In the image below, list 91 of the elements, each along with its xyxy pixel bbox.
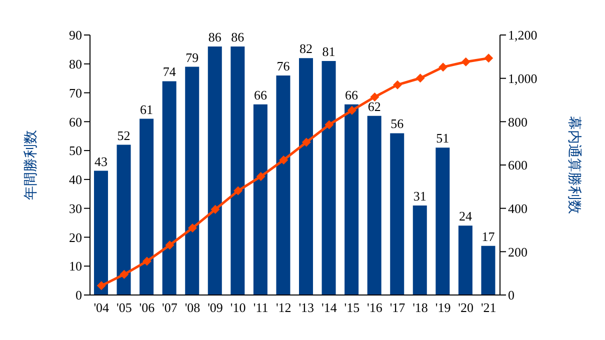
y-tick-label: 0 [76,288,82,303]
point [165,240,174,250]
bar [322,61,336,295]
point [416,74,425,83]
x-tick-label: '05 [116,300,132,316]
y2-tick-label: 600 [508,158,528,173]
point [302,138,311,147]
x-tick-label: '18 [412,300,428,316]
data-label: 76 [276,58,290,74]
data-label: 74 [162,64,176,80]
point [438,62,448,72]
x-tick-label: '04 [94,300,110,316]
x-tick-label: '08 [184,300,200,316]
data-label: 31 [413,188,426,204]
y-tick-label: 30 [69,200,82,216]
bar [253,104,268,295]
x-tick-label: '12 [276,300,292,316]
y-tick-label: 20 [69,230,82,245]
y-tick-label: 70 [69,85,82,100]
data-label: 51 [436,130,450,146]
y-tick-label: 90 [69,28,82,43]
x-tick-label: '19 [435,300,451,316]
y2-tick-label: 200 [508,244,528,260]
point [96,281,106,290]
bar [116,144,131,295]
x-tick-label: '20 [458,300,474,316]
bar [185,66,200,295]
point [142,256,152,266]
bar [299,58,313,295]
x-tick-label: '21 [480,300,496,316]
bar [230,46,245,295]
point [347,106,356,115]
data-label: 17 [482,228,496,244]
x-tick-label: '10 [230,300,246,316]
y-tick-label: 10 [69,258,82,274]
point [484,54,494,63]
point [279,156,288,165]
x-tick-label: '15 [344,300,360,316]
bar [140,118,154,295]
bar [208,46,222,295]
point [188,224,197,233]
data-label: 81 [322,44,336,59]
data-label: 86 [208,30,222,45]
point [461,57,470,66]
point [120,270,129,279]
data-label: 61 [140,102,154,117]
y-tick-label: 80 [69,56,82,72]
bar [344,104,359,295]
data-label: 79 [186,50,199,65]
point [370,92,380,102]
y-tick-label: 40 [69,172,82,188]
point [234,186,243,196]
bar [390,133,404,295]
data-label: 86 [231,30,245,45]
bar [162,81,176,295]
y-tick-label: 50 [69,143,82,158]
data-label: 43 [94,154,108,169]
data-label: 52 [117,128,130,143]
y-axis-title: 年間勝利数 [22,130,39,200]
data-label: 82 [300,41,312,56]
point [324,120,334,130]
x-tick-label: '07 [162,300,178,316]
y2-tick-label: 800 [508,114,528,130]
bar [458,226,472,295]
data-label: 66 [254,87,268,102]
bar [412,205,427,295]
point [256,172,266,181]
x-tick-label: '17 [390,300,406,316]
y2-tick-label: 0 [508,288,514,303]
bar [436,148,450,295]
y2-axis-title: 幕内通算勝利数 [566,116,582,214]
x-tick-label: '06 [139,300,156,316]
y-tick-label: 60 [69,114,82,130]
x-tick-label: '09 [208,300,223,316]
x-tick-label: '16 [367,300,383,316]
y2-tick-label: 400 [508,200,528,216]
data-label: 24 [458,208,472,224]
y2-tick-label: 1,200 [508,28,538,43]
data-label: 66 [345,87,359,102]
data-label: 62 [368,98,381,114]
point [393,80,402,90]
data-label: 56 [390,116,404,132]
bar [276,75,290,295]
y2-tick-label: 1,000 [508,70,538,86]
x-tick-label: '14 [321,300,338,316]
bar [481,246,496,295]
bar [367,116,382,295]
point [210,204,220,214]
bar [94,170,108,295]
x-tick-label: '11 [253,300,268,316]
x-tick-label: '13 [298,300,314,316]
